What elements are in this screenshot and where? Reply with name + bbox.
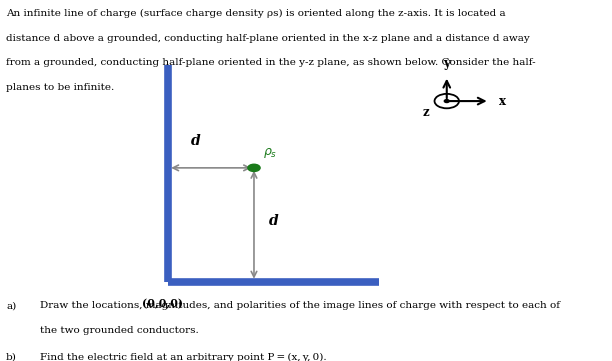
Text: An infinite line of charge (surface charge density ρs) is oriented along the z-a: An infinite line of charge (surface char… [6, 9, 506, 18]
Circle shape [248, 164, 260, 171]
Text: from a grounded, conducting half-plane oriented in the y-z plane, as shown below: from a grounded, conducting half-plane o… [6, 58, 536, 67]
Text: $\rho_s$: $\rho_s$ [263, 146, 277, 160]
Text: a): a) [6, 301, 17, 310]
Text: the two grounded conductors.: the two grounded conductors. [40, 326, 198, 335]
Text: d: d [191, 134, 201, 148]
Text: distance d above a grounded, conducting half-plane oriented in the x-z plane and: distance d above a grounded, conducting … [6, 34, 530, 43]
Circle shape [444, 100, 449, 103]
Text: b): b) [6, 353, 17, 361]
Text: y: y [443, 57, 450, 70]
Text: planes to be infinite.: planes to be infinite. [6, 83, 114, 92]
Text: d: d [269, 214, 279, 228]
Text: x: x [499, 95, 506, 108]
Text: z: z [423, 106, 430, 119]
Text: Find the electric field at an arbitrary point P = (x, y, 0).: Find the electric field at an arbitrary … [40, 353, 326, 361]
Text: (0,0,0): (0,0,0) [142, 298, 182, 309]
Text: Draw the locations, magnitudes, and polarities of the image lines of charge with: Draw the locations, magnitudes, and pola… [40, 301, 560, 310]
